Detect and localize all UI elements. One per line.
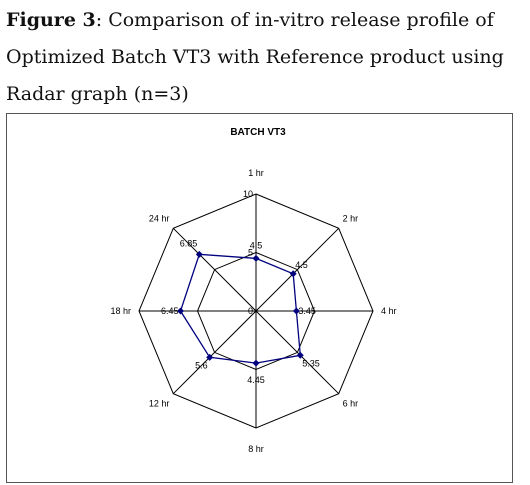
category-label: 1 hr <box>248 168 264 178</box>
caption-text: : Comparison of in-vitro release profile… <box>6 9 504 105</box>
value-label: 6.45 <box>161 306 179 316</box>
radar-series <box>177 250 304 367</box>
spoke-24-hr <box>172 227 257 312</box>
data-point-2-hr <box>289 270 297 278</box>
value-labels: 4.5 4.5 3.45 5.35 4.45 5.6 6.45 6.85 <box>161 238 320 385</box>
chart-area <box>6 113 513 483</box>
chart-title: BATCH VT3 <box>230 127 286 138</box>
value-label: 4.5 <box>250 240 263 250</box>
category-labels: 1 hr 2 hr 4 hr 6 hr 8 hr 12 hr 18 hr 24 hr <box>110 168 396 454</box>
data-point-8-hr <box>252 359 260 367</box>
category-label: 4 hr <box>381 306 397 316</box>
value-label: 4.45 <box>247 375 265 385</box>
radar-spokes <box>139 194 373 428</box>
data-point-6-hr <box>296 351 304 359</box>
category-label: 6 hr <box>343 399 359 409</box>
radial-tick-label: 0 <box>248 306 253 316</box>
value-label: 5.6 <box>195 360 208 370</box>
value-label: 3.45 <box>298 306 316 316</box>
value-label: 6.85 <box>180 238 198 248</box>
spoke-2-hr <box>255 227 340 312</box>
radial-tick-labels: 0 5 10 <box>243 189 253 316</box>
value-label: 5.35 <box>302 358 320 368</box>
category-label: 12 hr <box>149 399 170 409</box>
category-label: 8 hr <box>248 444 264 454</box>
figure-caption: Figure 3: Comparison of in-vitro release… <box>6 2 521 113</box>
radial-tick-label: 5 <box>248 248 253 258</box>
data-point-4-hr <box>292 307 300 315</box>
data-point-1-hr <box>252 254 260 262</box>
category-label: 18 hr <box>110 306 131 316</box>
data-point-24-hr <box>195 250 203 258</box>
data-point-12-hr <box>206 353 214 361</box>
category-label: 24 hr <box>149 213 170 223</box>
spoke-12-hr <box>172 310 257 395</box>
value-label: 4.5 <box>295 260 308 270</box>
figure-label: Figure 3 <box>6 9 96 31</box>
spoke-6-hr <box>255 310 340 395</box>
data-point-18-hr <box>177 307 185 315</box>
radial-tick-label: 10 <box>243 189 253 199</box>
category-label: 2 hr <box>343 213 359 223</box>
